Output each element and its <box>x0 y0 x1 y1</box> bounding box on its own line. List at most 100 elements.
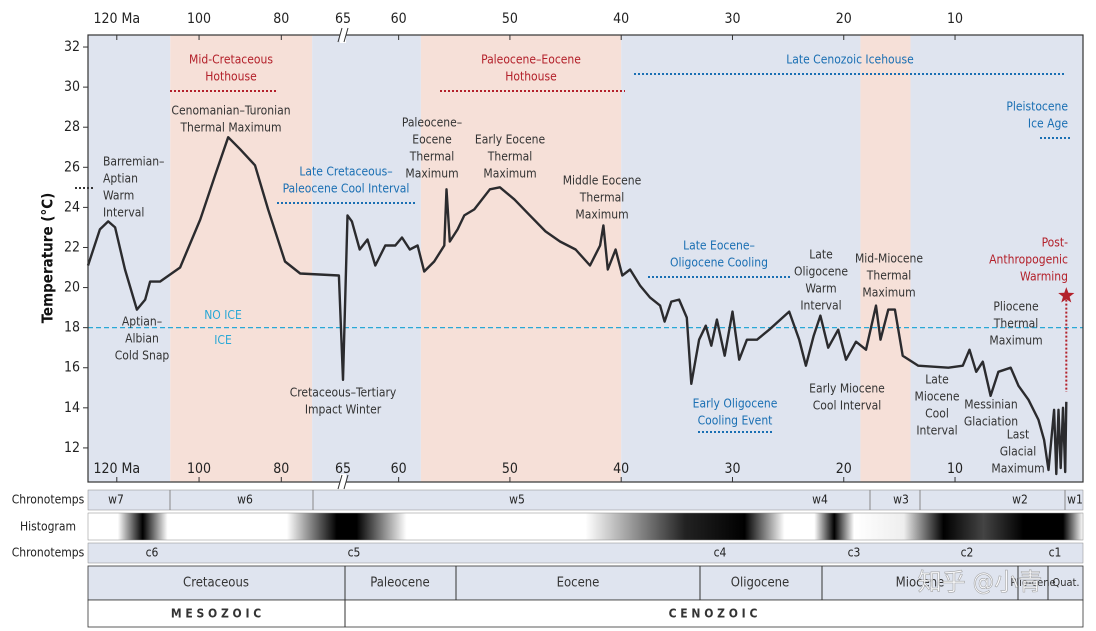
row-box <box>87 489 1084 511</box>
annotation: Interval <box>800 299 841 313</box>
annotation: Late Cretaceous– <box>299 165 392 179</box>
eras-box <box>87 599 1084 628</box>
bands <box>88 35 1083 482</box>
row-label: Chronotemps <box>12 546 85 560</box>
annotation: Thermal <box>993 317 1038 331</box>
chronotemp-c: c5 <box>348 546 361 560</box>
annotation: Maximum <box>989 334 1042 348</box>
annotation: Late <box>809 248 833 262</box>
annotation: Messinian <box>964 398 1018 412</box>
annotation: Ice Age <box>1028 117 1068 131</box>
annotation: Paleocene Cool Interval <box>283 182 410 196</box>
axis-break <box>340 27 346 43</box>
annotation: Middle Eocene <box>563 174 642 188</box>
period: Plio-cene <box>1010 576 1055 589</box>
annotation: Glaciation <box>964 415 1018 429</box>
annotation: Mid-Cretaceous <box>189 53 273 67</box>
annotation: Post- <box>1042 236 1069 250</box>
threshold-label: ICE <box>214 333 232 347</box>
annotation: Warm <box>103 189 134 203</box>
chronotemp-w: w1 <box>1067 493 1083 507</box>
axis-break <box>337 474 349 490</box>
temperature-line <box>86 136 1068 476</box>
period-band <box>910 35 1083 482</box>
annotation: Thermal <box>579 191 624 205</box>
x-tick-label: 60 <box>391 11 407 27</box>
watermark: 知乎 @小青 <box>918 568 1042 596</box>
chronotemp-w: w7 <box>108 493 124 507</box>
y-tick-label: 24 <box>64 199 80 215</box>
x-tick-label: 20 <box>836 461 852 477</box>
annotation: Cool <box>925 407 949 421</box>
x-tick-label: 100 <box>187 461 211 477</box>
period: Quat. <box>1052 576 1079 589</box>
chronotemp-c: c4 <box>714 546 727 560</box>
period-band <box>312 35 421 482</box>
annotation: Thermal <box>409 150 454 164</box>
annotation: Early Oligocene <box>693 397 778 411</box>
chronotemp-w: w3 <box>893 493 909 507</box>
x-tick-label: 40 <box>613 11 629 27</box>
annotation: Impact Winter <box>305 403 382 417</box>
period: Eocene <box>557 576 600 591</box>
annotation: Maximum <box>483 167 536 181</box>
annotation: Hothouse <box>205 70 257 84</box>
annotation: Warming <box>1020 270 1068 284</box>
period-band <box>420 35 622 482</box>
x-tick-label: 10 <box>947 11 963 27</box>
x-tick-label: 80 <box>273 11 289 27</box>
x-tick-label: 120 Ma <box>93 461 140 477</box>
annotation: Thermal <box>487 150 532 164</box>
annotation: Aptian– <box>122 315 162 329</box>
period: Miocene <box>896 576 945 591</box>
chronotemp-w: w2 <box>1012 493 1028 507</box>
annotation: Interval <box>103 206 144 220</box>
y-tick-label: 12 <box>64 440 80 456</box>
annotation: Hothouse <box>505 70 557 84</box>
annotation: Cooling Event <box>698 414 773 428</box>
chronotemp-c: c2 <box>961 546 974 560</box>
annotation: Cold Snap <box>115 349 170 363</box>
x-tick-label: 20 <box>836 11 852 27</box>
annotation: Warm <box>805 282 836 296</box>
x-tick-label: 10 <box>947 461 963 477</box>
y-tick-label: 32 <box>64 39 80 55</box>
x-tick-label: 120 Ma <box>93 11 140 27</box>
chronotemp-w: w4 <box>812 493 828 507</box>
annotation: Maximum <box>575 208 628 222</box>
axis-break <box>340 474 346 490</box>
annotation: Interval <box>916 424 957 438</box>
annotation: Mid-Miocene <box>855 252 923 266</box>
y-tick-label: 28 <box>64 119 80 135</box>
y-tick-label: 18 <box>64 320 80 336</box>
annotation: Pliocene <box>993 300 1039 314</box>
annotation: Miocene <box>915 390 960 404</box>
present-marker <box>1058 287 1075 303</box>
annotation: Pleistocene <box>1006 100 1068 114</box>
y-tick-label: 20 <box>64 280 80 296</box>
plot-frame <box>87 34 1084 483</box>
annotation: Thermal <box>866 269 911 283</box>
chronotemp-w: w6 <box>237 493 253 507</box>
x-tick-label: 30 <box>724 11 740 27</box>
era: M E S O Z O I C <box>171 607 261 621</box>
annotation: Paleocene–Eocene <box>481 53 581 67</box>
annotation: Glacial <box>1000 445 1037 459</box>
annotation: Maximum <box>405 167 458 181</box>
y-tick-label: 26 <box>64 159 80 175</box>
annotation: Maximum <box>991 462 1044 476</box>
annotation: Paleocene– <box>402 116 462 130</box>
periods-box <box>87 565 1084 601</box>
annotation: Oligocene Cooling <box>670 256 768 270</box>
annotation: Oligocene <box>794 265 848 279</box>
period: Oligocene <box>731 576 790 591</box>
annotation: Maximum <box>862 286 915 300</box>
y-tick-label: 22 <box>64 239 80 255</box>
chronotemp-c: c1 <box>1049 546 1062 560</box>
chronotemp-c: c3 <box>848 546 861 560</box>
annotation: Early Eocene <box>475 133 546 147</box>
annotation: Albian <box>125 332 159 346</box>
annotation: Thermal Maximum <box>179 121 281 135</box>
period-band <box>621 35 861 482</box>
